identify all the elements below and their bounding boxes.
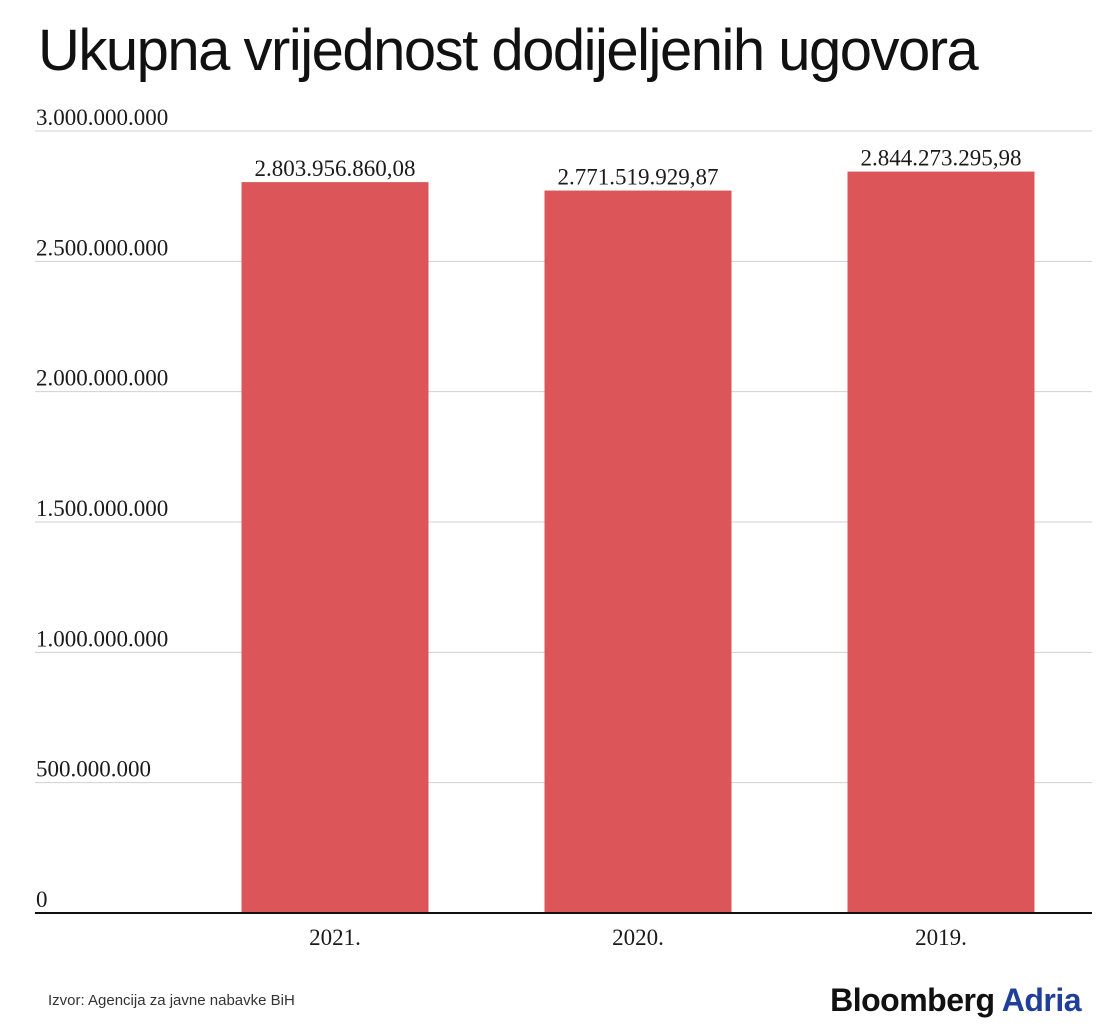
y-axis-ticks: 0 500.000.000 1.000.000.000 1.500.000.000 2.… (36, 105, 168, 912)
y-tick-label: 0 (36, 887, 48, 912)
y-tick-label: 1.500.000.000 (36, 496, 168, 521)
y-tick-label: 2.000.000.000 (36, 366, 168, 391)
y-tick-label: 2.500.000.000 (36, 235, 168, 260)
bar-chart: 0 500.000.000 1.000.000.000 1.500.000.000 2.… (35, 105, 1092, 950)
bar (544, 190, 732, 914)
value-labels: 2.803.956.860,08 2.771.519.929,87 2.844.27… (255, 146, 1022, 190)
y-tick-label: 500.000.000 (36, 757, 151, 782)
y-tick-label: 3.000.000.000 (36, 105, 168, 130)
bars (241, 171, 1035, 914)
x-tick-label: 2020. (612, 925, 664, 950)
source-note: Izvor: Agencija za javne nabavke BiH (48, 992, 295, 1009)
bar-value-label: 2.803.956.860,08 (255, 156, 416, 181)
bar-value-label: 2.771.519.929,87 (558, 165, 719, 190)
y-tick-label: 1.000.000.000 (36, 626, 168, 651)
bar (847, 171, 1035, 913)
brand-logo-part2: Adria (1001, 982, 1082, 1018)
x-axis-ticks: 2021. 2020. 2019. (309, 925, 967, 950)
bar (241, 182, 429, 913)
x-tick-label: 2019. (915, 925, 967, 950)
brand-logo-part1: Bloomberg (830, 982, 995, 1018)
x-tick-label: 2021. (309, 925, 361, 950)
bar-value-label: 2.844.273.295,98 (861, 146, 1022, 171)
brand-logo: Bloomberg Adria (830, 982, 1081, 1019)
chart-title: Ukupna vrijednost dodijeljenih ugovora (38, 18, 979, 83)
